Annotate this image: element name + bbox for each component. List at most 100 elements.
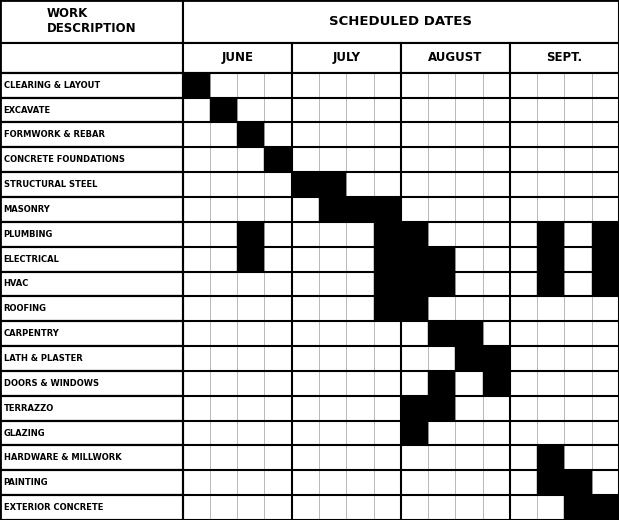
Bar: [510, 446, 537, 470]
Bar: [428, 98, 456, 123]
Bar: [537, 321, 565, 346]
Bar: [456, 495, 483, 520]
Bar: [292, 98, 319, 123]
Bar: [264, 147, 292, 172]
Bar: [237, 222, 264, 246]
Bar: [428, 495, 456, 520]
Bar: [401, 73, 428, 98]
Bar: [373, 98, 401, 123]
Bar: [210, 446, 237, 470]
Bar: [537, 495, 565, 520]
Bar: [183, 446, 210, 470]
Bar: [510, 73, 537, 98]
Bar: [264, 421, 292, 446]
Bar: [510, 222, 537, 246]
Bar: [537, 371, 565, 396]
Bar: [319, 172, 346, 197]
Text: CLEARING & LAYOUT: CLEARING & LAYOUT: [4, 81, 100, 90]
Bar: [183, 123, 210, 147]
Bar: [565, 197, 592, 222]
Bar: [483, 470, 510, 495]
Bar: [401, 421, 428, 446]
Bar: [592, 446, 619, 470]
Bar: [565, 271, 592, 296]
Bar: [456, 296, 483, 321]
Bar: [456, 321, 483, 346]
Bar: [183, 346, 210, 371]
Bar: [319, 246, 346, 271]
Bar: [401, 396, 428, 421]
Bar: [592, 495, 619, 520]
Bar: [565, 371, 592, 396]
Bar: [0, 371, 183, 396]
Bar: [346, 222, 373, 246]
Bar: [537, 246, 565, 271]
Bar: [319, 147, 346, 172]
Bar: [456, 73, 483, 98]
Bar: [183, 371, 210, 396]
Text: ELECTRICAL: ELECTRICAL: [4, 255, 59, 264]
Bar: [373, 222, 401, 246]
Bar: [346, 73, 373, 98]
Bar: [565, 222, 592, 246]
Bar: [456, 98, 483, 123]
Bar: [292, 123, 319, 147]
Bar: [456, 197, 483, 222]
Text: LATH & PLASTER: LATH & PLASTER: [4, 354, 82, 363]
Bar: [428, 346, 456, 371]
Bar: [0, 147, 183, 172]
Bar: [510, 43, 619, 73]
Bar: [210, 321, 237, 346]
Bar: [264, 246, 292, 271]
Bar: [346, 147, 373, 172]
Bar: [264, 371, 292, 396]
Bar: [292, 222, 319, 246]
Bar: [183, 197, 210, 222]
Bar: [0, 43, 183, 73]
Bar: [456, 396, 483, 421]
Bar: [0, 271, 183, 296]
Bar: [0, 470, 183, 495]
Bar: [565, 346, 592, 371]
Bar: [292, 321, 319, 346]
Bar: [0, 495, 183, 520]
Bar: [183, 495, 210, 520]
Bar: [373, 495, 401, 520]
Bar: [237, 396, 264, 421]
Bar: [264, 98, 292, 123]
Bar: [483, 495, 510, 520]
Bar: [292, 147, 319, 172]
Bar: [346, 197, 373, 222]
Bar: [0, 98, 183, 123]
Text: SEPT.: SEPT.: [547, 51, 582, 64]
Bar: [537, 470, 565, 495]
Bar: [237, 346, 264, 371]
Bar: [210, 197, 237, 222]
Bar: [183, 0, 619, 43]
Bar: [565, 123, 592, 147]
Bar: [319, 421, 346, 446]
Bar: [483, 271, 510, 296]
Bar: [373, 197, 401, 222]
Bar: [183, 271, 210, 296]
Bar: [264, 271, 292, 296]
Bar: [346, 495, 373, 520]
Bar: [373, 321, 401, 346]
Bar: [0, 123, 183, 147]
Text: CONCRETE FOUNDATIONS: CONCRETE FOUNDATIONS: [4, 155, 124, 164]
Bar: [183, 98, 210, 123]
Bar: [456, 321, 483, 346]
Bar: [319, 98, 346, 123]
Bar: [373, 123, 401, 147]
Bar: [483, 371, 510, 396]
Bar: [292, 446, 319, 470]
Bar: [401, 271, 428, 296]
Bar: [264, 346, 292, 371]
Bar: [183, 43, 292, 73]
Bar: [373, 371, 401, 396]
Bar: [428, 371, 456, 396]
Bar: [264, 446, 292, 470]
Bar: [401, 222, 428, 246]
Bar: [537, 197, 565, 222]
Text: MASONRY: MASONRY: [4, 205, 51, 214]
